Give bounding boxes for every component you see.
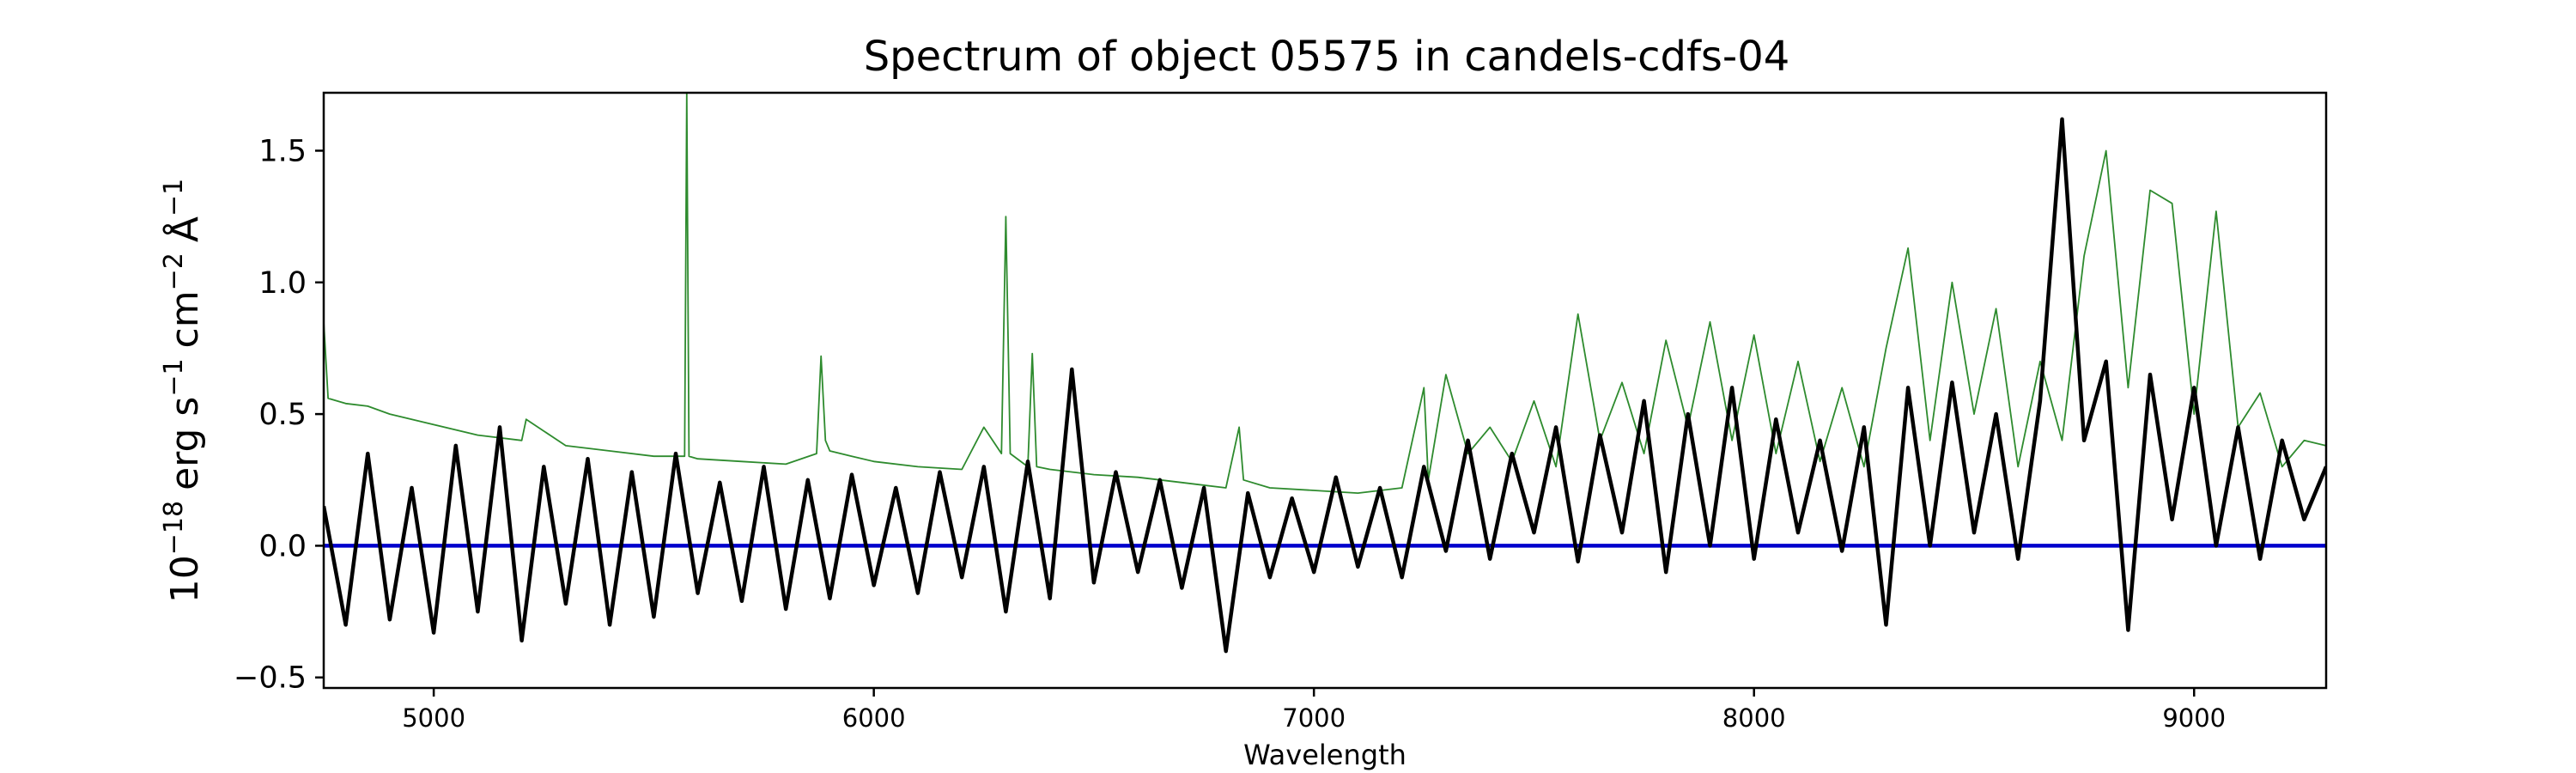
y-axis-label-unit1: erg s (163, 397, 207, 490)
plot-frame (322, 91, 2328, 690)
y-axis-label-unit2-exponent: −2 (159, 253, 189, 290)
y-axis-label-unit3: Å (161, 216, 207, 242)
x-tick-label: 6000 (842, 703, 906, 733)
y-tick-label: −0.5 (234, 661, 307, 696)
series-line-flux (324, 117, 2326, 654)
series-layer (324, 93, 2326, 654)
series-line-error (324, 93, 2326, 494)
chart-title: Spectrum of object 05575 in candels-cdfs… (864, 33, 1790, 81)
y-axis-label-unit2: cm (163, 290, 207, 348)
y-axis-label-unit3-exponent: −1 (159, 179, 189, 216)
y-tick-label: 1.0 (258, 266, 307, 301)
x-tick-label: 7000 (1282, 703, 1346, 733)
y-axis-label-unit1-exponent: −1 (159, 358, 189, 396)
x-axis-ticks: 5000 6000 7000 8000 9000 (402, 688, 2226, 733)
y-tick-label: 1.5 (258, 134, 307, 168)
y-axis-label-base: 10 (163, 555, 207, 603)
x-tick-label: 8000 (1722, 703, 1786, 733)
y-tick-label: 0.5 (258, 398, 307, 432)
y-axis-ticks: −0.5 0.0 0.5 1.0 1.5 (234, 134, 324, 696)
x-axis-label: Wavelength (1243, 739, 1406, 771)
y-axis-label-base-exponent: −18 (159, 501, 189, 555)
y-tick-label: 0.0 (258, 529, 307, 563)
x-tick-label: 5000 (402, 703, 465, 733)
x-tick-label: 9000 (2162, 703, 2226, 733)
y-axis-label: 10−18erg s−1cm−2Å−1 (159, 179, 207, 603)
